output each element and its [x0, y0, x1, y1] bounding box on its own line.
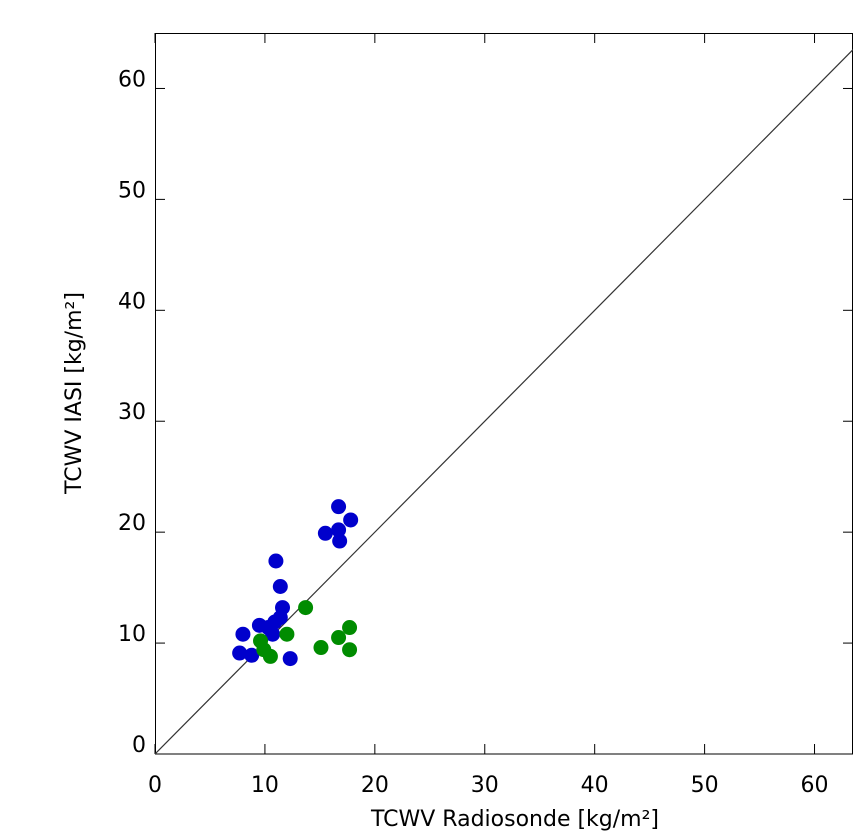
point: [331, 630, 347, 646]
plot-area: [155, 48, 853, 754]
x-tick-label: 60: [801, 773, 829, 798]
y-tick-label: 10: [118, 622, 146, 647]
point: [279, 626, 295, 642]
point: [267, 614, 283, 630]
point: [332, 533, 348, 549]
y-tick-label: 50: [118, 178, 146, 203]
y-tick-label: 60: [118, 67, 146, 92]
x-tick-label: 50: [691, 773, 719, 798]
x-tick-label: 40: [581, 773, 609, 798]
point: [317, 525, 333, 541]
point: [268, 553, 284, 569]
point: [265, 626, 281, 642]
point: [331, 499, 347, 515]
y-tick-label: 0: [132, 733, 146, 758]
x-tick-label: 30: [471, 773, 499, 798]
x-tick-label: 20: [361, 773, 389, 798]
point: [313, 640, 329, 656]
y-tick-label: 20: [118, 511, 146, 536]
y-tick-label: 40: [118, 289, 146, 314]
y-tick-label: 30: [118, 400, 146, 425]
x-tick-label: 0: [148, 773, 162, 798]
x-tick-label: 10: [251, 773, 279, 798]
point: [298, 600, 314, 616]
point: [232, 645, 248, 661]
x-axis-label: TCWV Radiosonde [kg/m²]: [370, 807, 659, 832]
point: [262, 648, 278, 664]
y-axis-label: TCWV IASI [kg/m²]: [62, 292, 87, 495]
point: [235, 626, 251, 642]
point: [272, 579, 288, 595]
point: [342, 642, 358, 658]
point: [343, 512, 359, 528]
point: [342, 620, 358, 636]
point: [282, 651, 298, 667]
point: [331, 522, 347, 538]
point: [244, 647, 260, 663]
